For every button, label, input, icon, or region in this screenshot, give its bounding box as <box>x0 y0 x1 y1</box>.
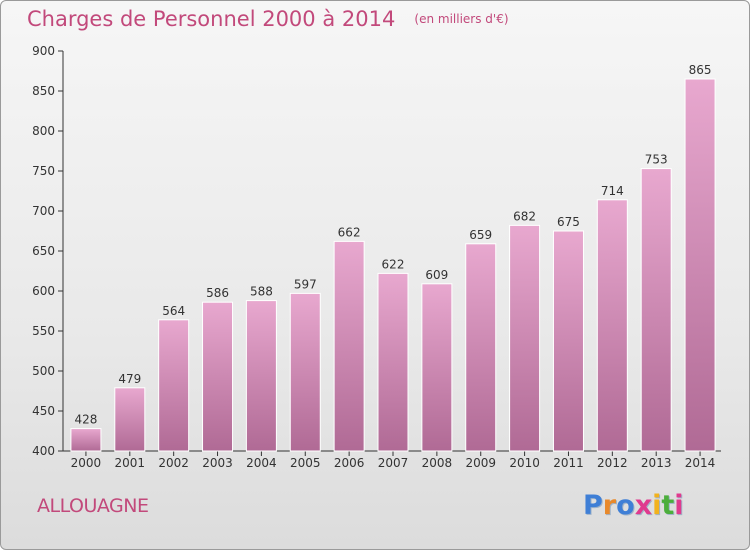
town-name: ALLOUAGNE <box>37 495 149 517</box>
y-tick-label: 750 <box>32 164 55 178</box>
logo-letter: x <box>634 490 653 521</box>
logo-letter: o <box>616 490 635 521</box>
x-tick-label: 2001 <box>115 456 146 470</box>
y-tick-label: 850 <box>32 84 55 98</box>
chart-title: Charges de Personnel 2000 à 2014 <box>27 7 396 31</box>
data-label-2010: 682 <box>513 209 536 223</box>
data-label-2005: 597 <box>294 277 317 291</box>
x-tick-label: 2013 <box>641 456 672 470</box>
y-tick-label: 600 <box>32 284 55 298</box>
proxiti-logo[interactable]: Proxiti <box>583 490 684 521</box>
x-tick-label: 2002 <box>158 456 189 470</box>
x-tick-label: 2000 <box>71 456 102 470</box>
y-tick-label: 550 <box>32 324 55 338</box>
y-tick-label: 450 <box>32 404 55 418</box>
y-tick-label: 900 <box>32 44 55 58</box>
bar-2013 <box>640 168 672 452</box>
data-label-2003: 586 <box>206 286 229 300</box>
data-label-2008: 609 <box>425 268 448 282</box>
y-tick-label: 400 <box>32 444 55 458</box>
y-tick-label: 800 <box>32 124 55 138</box>
bar-2001 <box>114 387 146 452</box>
logo-letter: r <box>602 490 617 521</box>
x-axis: 2000 2001 2002 2003 2004 2005 2006 2007 2008 2009… <box>63 450 721 470</box>
x-tick-label: 2007 <box>378 456 409 470</box>
data-label-2009: 659 <box>469 228 492 242</box>
x-tick-label: 2012 <box>597 456 628 470</box>
logo-letter: t <box>661 490 675 521</box>
bar-2014 <box>684 78 716 452</box>
data-label-2011: 675 <box>557 215 580 229</box>
bar-2011 <box>552 230 584 452</box>
bar-2012 <box>596 199 628 452</box>
bar-2007 <box>377 272 409 452</box>
y-tick-label: 500 <box>32 364 55 378</box>
x-tick-label: 2005 <box>290 456 321 470</box>
x-tick-label: 2008 <box>422 456 453 470</box>
x-tick-label: 2014 <box>685 456 716 470</box>
bars <box>70 78 716 452</box>
bar-2004 <box>245 300 277 452</box>
chart-subtitle: (en milliers d'€) <box>414 12 509 26</box>
x-tick-label: 2004 <box>246 456 277 470</box>
title-row: Charges de Personnel 2000 à 2014 (en mil… <box>27 7 509 31</box>
data-label-2004: 588 <box>250 285 273 299</box>
bar-2008 <box>421 283 453 452</box>
data-label-2013: 753 <box>645 153 668 167</box>
logo-letter: P <box>583 490 603 521</box>
data-labels: 428 479 564 586 588 597 662 622 609 659 682 675 714 7… <box>74 63 711 427</box>
bar-2010 <box>509 224 541 452</box>
data-label-2001: 479 <box>118 372 141 386</box>
data-label-2012: 714 <box>601 184 624 198</box>
x-tick-label: 2010 <box>509 456 540 470</box>
y-tick-label: 700 <box>32 204 55 218</box>
y-axis: 400 450 500 550 600 650 700 750 800 850 900 <box>32 44 64 458</box>
bar-2005 <box>289 292 321 452</box>
bar-2002 <box>158 319 190 452</box>
x-tick-label: 2011 <box>553 456 584 470</box>
logo-letter: i <box>652 490 662 521</box>
bar-2009 <box>465 243 497 452</box>
bar-2000 <box>70 428 102 452</box>
bar-2006 <box>333 240 365 452</box>
data-label-2007: 622 <box>382 257 405 271</box>
x-tick-label: 2003 <box>202 456 233 470</box>
x-tick-label: 2009 <box>465 456 496 470</box>
y-tick-label: 650 <box>32 244 55 258</box>
bar-2003 <box>202 301 234 452</box>
data-label-2002: 564 <box>162 304 185 318</box>
data-label-2000: 428 <box>74 413 97 427</box>
logo-letter: i <box>674 490 684 521</box>
data-label-2006: 662 <box>338 225 361 239</box>
data-label-2014: 865 <box>689 63 712 77</box>
x-tick-label: 2006 <box>334 456 365 470</box>
